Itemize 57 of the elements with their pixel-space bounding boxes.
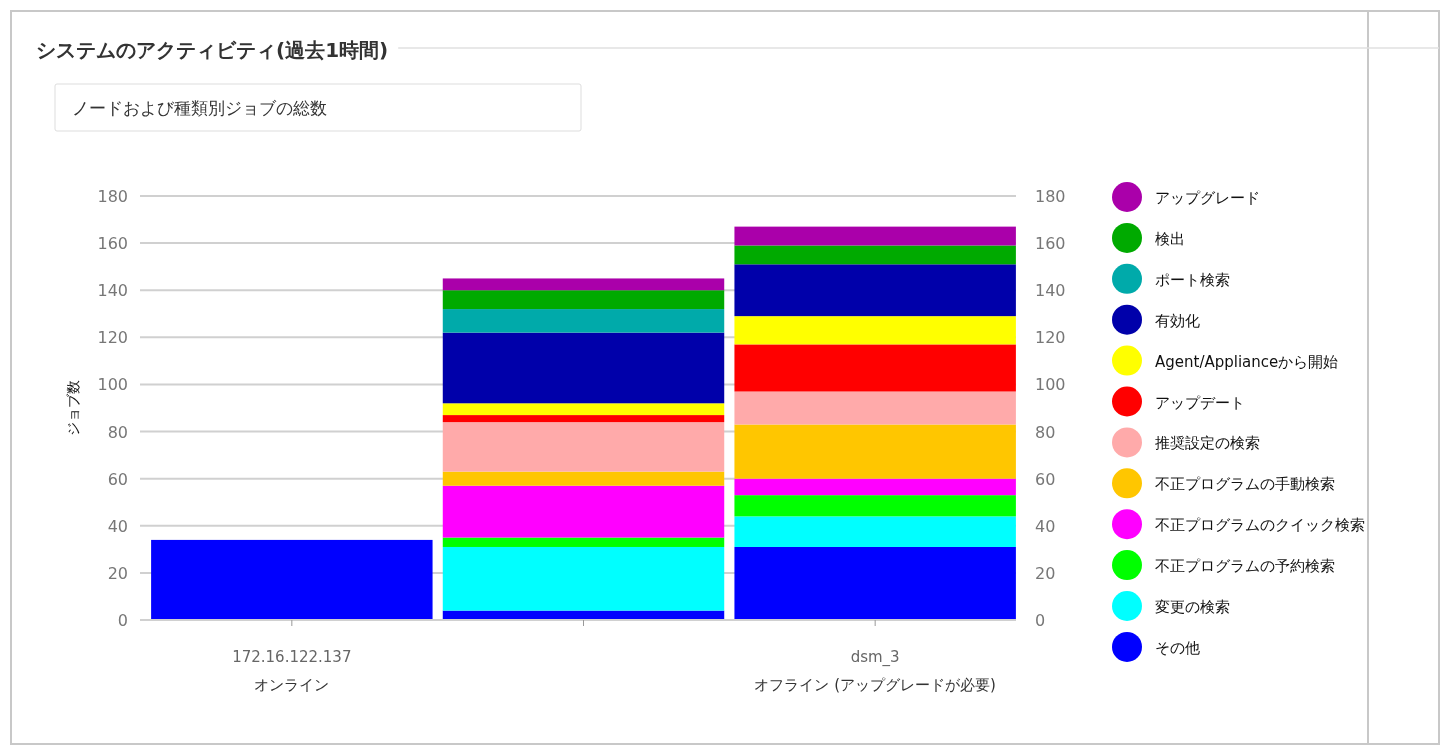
legend-label: 有効化: [1155, 311, 1200, 330]
bar: [442, 422, 725, 472]
legend-label: 不正プログラムの手動検索: [1155, 475, 1335, 494]
x-tick-label: 172.16.122.137 オンライン: [232, 648, 352, 694]
y-tick-label: 0: [117, 611, 128, 630]
chart-subtitle: ノードおよび種類別ジョブの総数: [72, 98, 327, 118]
y-tick-label: 100: [97, 375, 128, 395]
bar: [734, 316, 1016, 345]
x-tick-label: dsm_3 オフライン (アップグレードが必要): [754, 648, 996, 694]
y-tick-label: 140: [97, 281, 128, 301]
bar: [442, 415, 725, 423]
y2-tick-label: 120: [1035, 328, 1066, 348]
y2-tick-label: 60: [1035, 469, 1056, 489]
y2-tick-label: 140: [1035, 281, 1066, 301]
legend-label: Agent/Applianceから開始: [1155, 352, 1339, 371]
y-tick-label: 160: [97, 234, 128, 254]
bar: [734, 546, 1016, 620]
y-tick-label: 180: [97, 187, 128, 206]
legend-label: 検出: [1155, 229, 1185, 248]
y2-tick-label: 40: [1035, 516, 1056, 536]
chart-title: システムのアクティビティ(過去1時間): [36, 38, 389, 62]
y2-tick-label: 180: [1035, 187, 1066, 206]
y-tick-label: 20: [107, 563, 128, 583]
legend-label: 変更の検索: [1155, 598, 1230, 616]
bar: [442, 278, 725, 291]
bar: [734, 391, 1016, 425]
y-tick-label: 120: [97, 328, 128, 348]
y2-tick-label: 20: [1035, 563, 1056, 583]
y-tick-label: 40: [107, 516, 128, 536]
bar: [734, 478, 1016, 496]
bar: [734, 424, 1016, 479]
legend-label: 不正プログラムのクイック検索: [1155, 516, 1365, 535]
bar: [442, 485, 725, 538]
y-tick-label: 60: [107, 469, 128, 489]
bar: [734, 226, 1016, 246]
bar: [734, 495, 1016, 517]
legend-label: 推奨設定の検索: [1155, 434, 1260, 453]
bar: [442, 471, 725, 486]
bar: [734, 344, 1016, 392]
y2-tick-label: 160: [1035, 234, 1066, 254]
legend-label: ポート検索: [1155, 270, 1230, 289]
bar: [442, 537, 725, 547]
legend-label: アップグレード: [1155, 189, 1260, 207]
legend-label: 不正プログラムの予約検索: [1155, 557, 1335, 576]
bar: [442, 546, 725, 611]
y2-tick-label: 0: [1035, 611, 1046, 630]
legend-label: その他: [1155, 638, 1200, 657]
bar: [151, 539, 433, 620]
y2-tick-label: 80: [1035, 422, 1056, 442]
bar: [734, 516, 1016, 547]
bar: [734, 264, 1016, 317]
y-axis-title: ジョブ数: [65, 380, 81, 436]
y2-tick-label: 100: [1035, 375, 1066, 395]
bar: [442, 403, 725, 416]
y-tick-label: 80: [107, 422, 128, 442]
bar: [734, 245, 1016, 265]
legend-label: アップデート: [1155, 393, 1245, 412]
